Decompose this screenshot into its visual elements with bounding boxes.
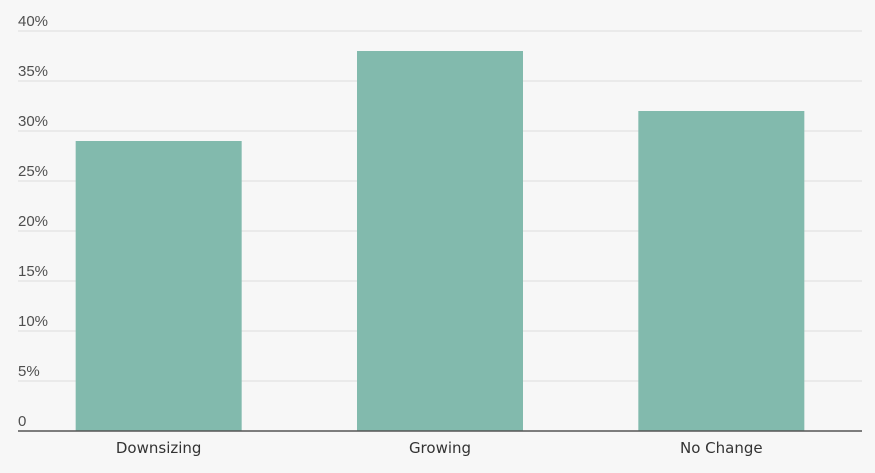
bars (75, 51, 805, 431)
y-tick-label: 0 (18, 413, 26, 430)
y-tick-label: 20% (18, 213, 48, 230)
bar-downsizing (75, 141, 242, 431)
x-tick-label: Growing (409, 439, 471, 457)
y-tick-label: 15% (18, 263, 48, 280)
x-axis-tick-labels: Downsizing Growing No Change (116, 439, 763, 457)
y-tick-label: 30% (18, 113, 48, 130)
y-tick-label: 40% (18, 13, 48, 30)
y-tick-label: 10% (18, 313, 48, 330)
y-tick-label: 25% (18, 163, 48, 180)
bar-growing (357, 51, 523, 431)
bar-no-change (638, 111, 805, 431)
y-axis-tick-labels: 0 5% 10% 15% 20% 25% 30% 35% 40% (18, 13, 48, 430)
x-tick-label: Downsizing (116, 439, 202, 457)
x-tick-label: No Change (680, 439, 763, 457)
y-tick-label: 5% (18, 363, 40, 380)
y-tick-label: 35% (18, 63, 48, 80)
